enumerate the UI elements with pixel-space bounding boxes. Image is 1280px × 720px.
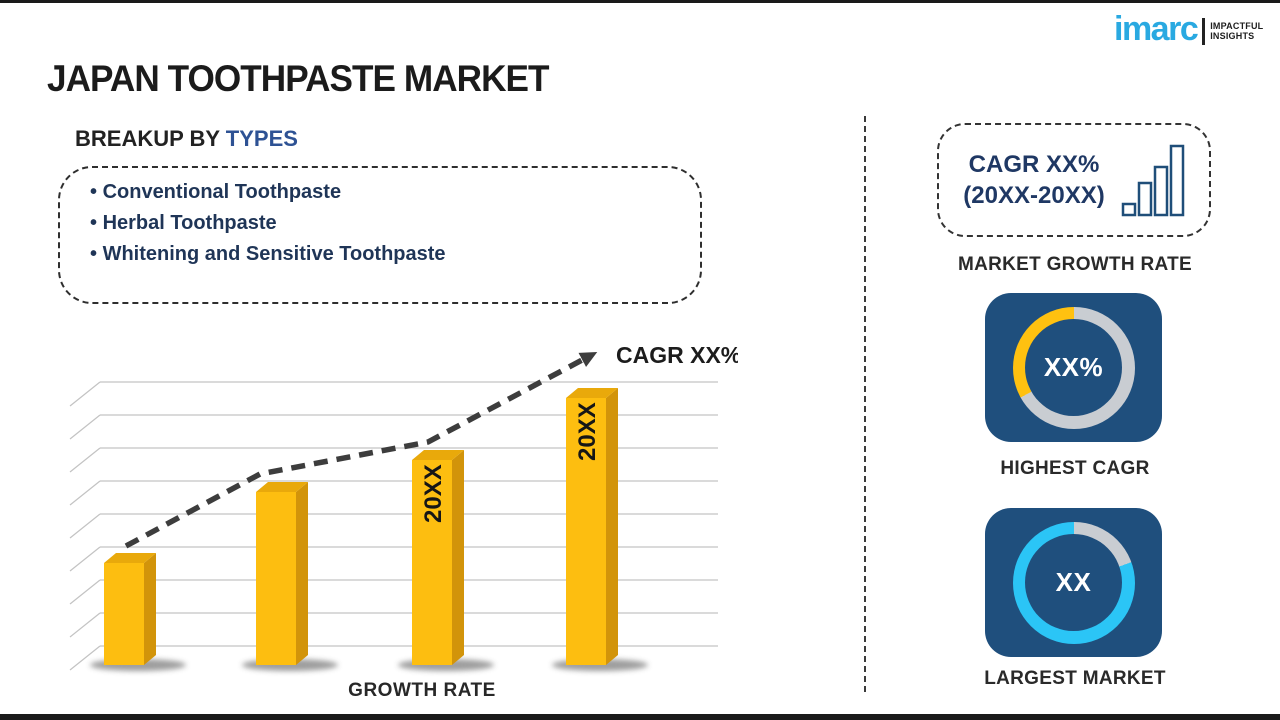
cagr-period-line: (20XX-20XX): [963, 182, 1105, 209]
bar: [104, 563, 144, 665]
logo-tagline: IMPACTFUL INSIGHTS: [1210, 21, 1263, 42]
bar-label: 20XX: [420, 464, 447, 523]
trend-line: [124, 351, 598, 549]
xaxis-label: GROWTH RATE: [348, 680, 496, 701]
bar-side-face: [296, 482, 308, 665]
gridline-tick: [69, 612, 101, 638]
highest-cagr-label: HIGHEST CAGR: [1000, 458, 1150, 479]
bar-top-face: [566, 388, 618, 398]
bottom-rule: [0, 714, 1280, 720]
section-heading-prefix: BREAKUP BY: [75, 126, 226, 151]
breakup-item: Conventional Toothpaste: [90, 177, 700, 208]
market-growth-rate-label: MARKET GROWTH RATE: [957, 254, 1193, 275]
gridline-tick: [69, 546, 101, 572]
bar-top-face: [256, 482, 308, 492]
breakup-item: Whitening and Sensitive Toothpaste: [90, 239, 700, 270]
logo-tagline-line2: INSIGHTS: [1210, 31, 1255, 41]
bar-side-face: [144, 553, 156, 665]
growth-bar-chart: 20XX 20XX CAGR XX%: [69, 342, 738, 671]
largest-market-label: LARGEST MARKET: [984, 668, 1166, 689]
gridline-tick: [69, 480, 101, 506]
bar: [566, 398, 606, 665]
cagr-value-line: CAGR XX%: [968, 151, 1100, 178]
cagr-trend-label: CAGR XX%: [616, 342, 738, 368]
bar: [256, 492, 296, 665]
bar: [412, 460, 452, 665]
largest-market-value: XX: [1055, 567, 1092, 597]
highest-cagr-card: XX%: [985, 293, 1162, 442]
gridline-tick: [69, 414, 101, 440]
donut-hole: XX: [1025, 534, 1122, 631]
breakup-types-box: Conventional Toothpaste Herbal Toothpast…: [58, 166, 702, 304]
bar-top-face: [412, 450, 464, 460]
bar-side-face: [606, 388, 618, 665]
bar-side-face: [452, 450, 464, 665]
market-growth-rate-box: CAGR XX% (20XX-20XX): [937, 123, 1211, 237]
donut-hole: XX%: [1025, 319, 1122, 416]
gridline-tick: [69, 579, 101, 605]
bar-top-face: [104, 553, 156, 563]
breakup-types-list: Conventional Toothpaste Herbal Toothpast…: [60, 177, 700, 270]
growth-box-text: CAGR XX% (20XX-20XX): [963, 149, 1104, 211]
gridline-tick: [69, 513, 101, 539]
gridline-tick: [69, 447, 101, 473]
largest-market-donut: XX: [1012, 521, 1135, 644]
imarc-logo: imarc IMPACTFUL INSIGHTS: [1114, 12, 1263, 46]
section-heading-accent: TYPES: [225, 126, 298, 151]
logo-tagline-line1: IMPACTFUL: [1210, 20, 1264, 31]
breakup-item: Herbal Toothpaste: [90, 208, 700, 239]
gridline-tick: [69, 645, 101, 671]
imarc-wordmark: imarc: [1114, 10, 1199, 48]
highest-cagr-value: XX%: [1043, 352, 1104, 382]
bar-label: 20XX: [574, 402, 601, 461]
top-rule: [0, 0, 1280, 3]
page-title: JAPAN TOOTHPASTE MARKET: [47, 58, 549, 99]
largest-market-card: XX: [985, 508, 1162, 657]
bar-chart-icon: [1121, 144, 1184, 217]
section-heading: BREAKUP BY TYPES: [75, 126, 298, 152]
panel-divider: [864, 116, 866, 692]
highest-cagr-donut: XX%: [1012, 306, 1135, 429]
gridline-tick: [69, 381, 101, 407]
logo-divider: [1202, 17, 1206, 45]
